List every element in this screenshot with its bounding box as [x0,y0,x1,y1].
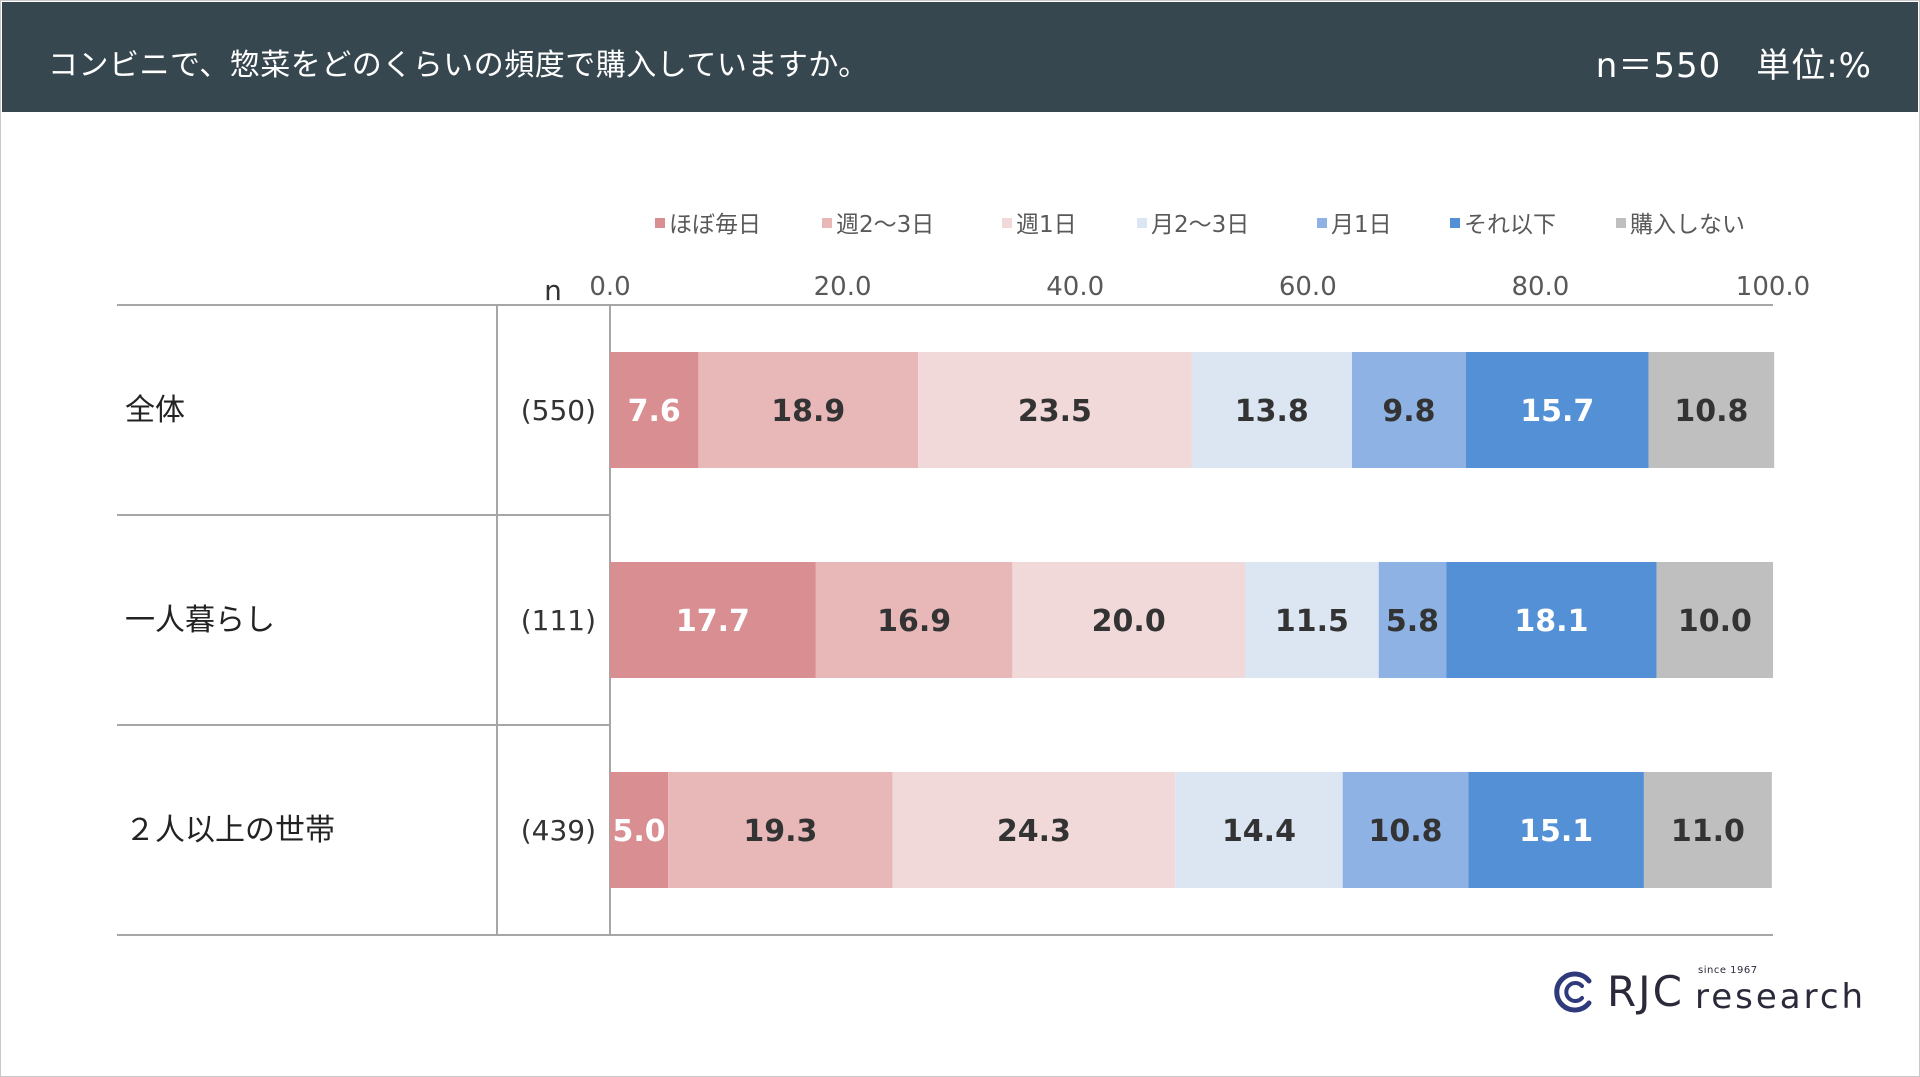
category-label: 全体 [125,393,185,428]
bar-segment [918,352,1192,468]
legend-swatch [655,218,665,228]
data-label: 10.0 [1678,604,1752,639]
data-label: 14.4 [1222,814,1296,849]
bar-segment [1643,772,1772,888]
data-label: 24.3 [997,814,1071,849]
data-label: 17.7 [676,604,750,639]
bar-segment [1468,772,1644,888]
title-bar: コンビニで、惣菜をどのくらいの頻度で購入していますか。 n＝550 単位:% [2,2,1918,112]
legend-swatch [1616,218,1626,228]
legend-swatch [1137,218,1147,228]
legend-label: ほぼ毎日 [669,212,761,238]
bar-segment [1175,772,1343,888]
x-tick-label: 20.0 [814,272,872,302]
data-label: 18.9 [771,394,845,429]
legend-label: 週1日 [1016,212,1077,238]
bar-segment [610,352,699,468]
data-label: 23.5 [1018,394,1092,429]
category-label: 一人暮らし [125,603,275,638]
logo-ring-icon [1554,971,1592,1013]
bar-segment [1446,562,1657,678]
bar-segment [1465,352,1649,468]
data-label: 15.7 [1520,394,1594,429]
bar-segment [892,772,1176,888]
data-label: 13.8 [1235,394,1309,429]
logo-brand: RJC [1607,967,1684,1016]
legend-label: 月2～3日 [1151,212,1249,238]
data-label: 19.3 [743,814,817,849]
x-tick-label: 100.0 [1736,272,1810,302]
bar-segment [1351,352,1466,468]
x-tick-label: 0.0 [589,272,630,302]
bar-segment [610,772,669,888]
x-tick-label: 80.0 [1511,272,1569,302]
rjc-research-logo: RJC since 1967 research [1553,965,1863,1021]
bar-segment [698,352,919,468]
n-value: (111) [521,604,596,637]
x-tick-label: 60.0 [1279,272,1337,302]
legend-swatch [1317,218,1327,228]
bar-segment [610,562,816,678]
data-label: 11.0 [1671,814,1745,849]
n-value: (550) [521,394,596,427]
data-label: 11.5 [1275,604,1349,639]
bar-segment [1342,772,1469,888]
category-label: ２人以上の世帯 [125,813,335,848]
legend-label: 月1日 [1331,212,1392,238]
data-label: 5.8 [1386,604,1439,639]
bar-segment [1648,352,1775,468]
bar-segment [1012,562,1245,678]
legend-label: それ以下 [1464,212,1556,238]
logo-word: research [1695,977,1867,1017]
n-value: (439) [521,814,596,847]
page-title: コンビニで、惣菜をどのくらいの頻度で購入していますか。 [48,48,869,83]
data-label: 5.0 [612,814,665,849]
sample-size-unit: n＝550 単位:% [1595,46,1872,86]
bar-segment [1656,562,1773,678]
data-label: 10.8 [1674,394,1748,429]
bar-segment [668,772,893,888]
data-label: 20.0 [1092,604,1166,639]
legend-swatch [1002,218,1012,228]
bar-segment [1191,352,1352,468]
logo-tagline: since 1967 [1698,965,1758,976]
data-label: 18.1 [1514,604,1588,639]
data-label: 16.9 [877,604,951,639]
legend-label: 購入しない [1630,212,1745,238]
bar-segment [1244,562,1379,678]
legend-swatch [1450,218,1460,228]
data-label: 15.1 [1519,814,1593,849]
data-label: 10.8 [1368,814,1442,849]
data-label: 9.8 [1382,394,1435,429]
x-tick-label: 40.0 [1046,272,1104,302]
bar-segment [1378,562,1447,678]
n-column-header: n [544,274,562,307]
legend-swatch [822,218,832,228]
legend-label: 週2～3日 [836,212,934,238]
data-label: 7.6 [628,394,681,429]
bar-segment [815,562,1013,678]
